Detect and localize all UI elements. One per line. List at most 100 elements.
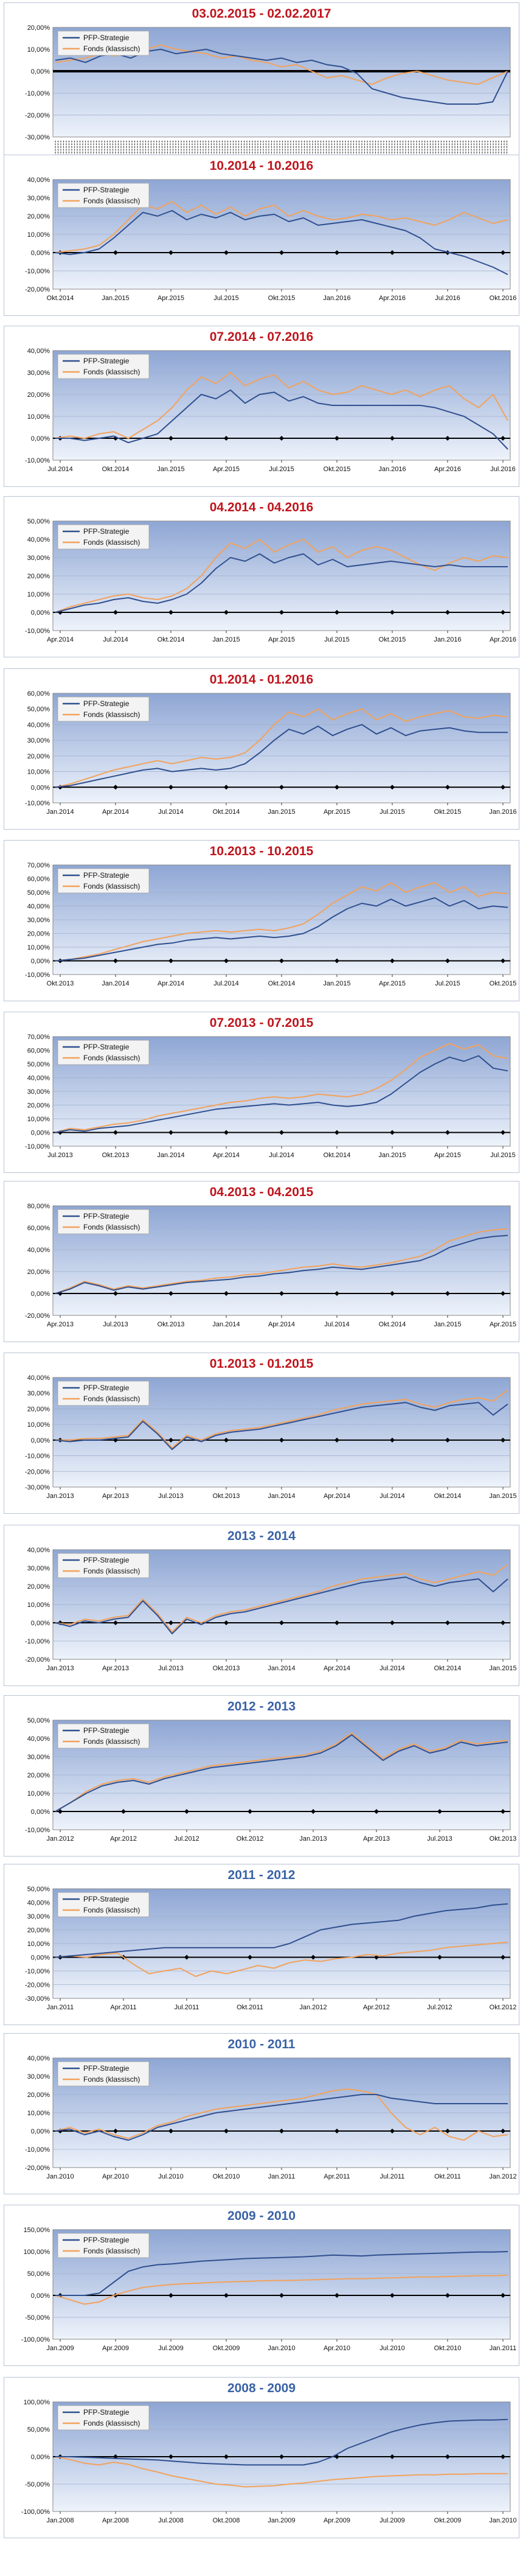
legend-label-strategy: PFP-Strategie <box>83 1384 130 1392</box>
x-tick-label: Apr.2013 <box>102 1493 129 1500</box>
series-line-fund <box>55 1043 508 1133</box>
x-tick-label: Jan.2015 <box>323 980 350 987</box>
zero-marker <box>390 958 395 964</box>
legend-label-fund: Fonds (klassisch) <box>83 538 140 547</box>
series-line-strategy <box>55 210 508 275</box>
x-tick-label: Okt.2009 <box>213 2345 240 2352</box>
y-tick-label: 60,00% <box>27 1048 50 1055</box>
chart-title: 2011 - 2012 <box>227 1868 296 1882</box>
x-tick-label: Jan.2016 <box>378 466 406 473</box>
y-tick-label: 0,00% <box>31 958 50 965</box>
x-tick-label: Jul.2016 <box>435 295 460 302</box>
y-tick-label: 20,00% <box>27 213 50 220</box>
zero-marker <box>168 436 173 441</box>
x-tick-label: Jul.2015 <box>379 808 405 816</box>
legend-label-strategy: PFP-Strategie <box>83 871 130 880</box>
y-tick-label: 100,00% <box>24 2399 50 2406</box>
x-tick-label: Jul.2014 <box>213 980 239 987</box>
chart-title: 10.2014 - 10.2016 <box>209 159 314 173</box>
legend-label-fund: Fonds (klassisch) <box>83 44 140 53</box>
zero-marker <box>248 1955 252 1960</box>
zero-marker <box>445 2454 450 2459</box>
zero-marker <box>437 1955 442 1960</box>
x-tick-label: Apr.2015 <box>268 636 295 643</box>
zero-marker <box>500 2293 505 2298</box>
y-tick-label: 40,00% <box>27 1374 50 1382</box>
legend: PFP-Strategie Fonds (klassisch) <box>57 1723 150 1749</box>
y-tick-label: -20,00% <box>25 112 50 119</box>
y-tick-label: 10,00% <box>27 1116 50 1123</box>
y-tick-label: 10,00% <box>27 231 50 239</box>
zero-marker <box>500 1437 505 1443</box>
y-tick-label: 0,00% <box>31 1437 50 1444</box>
zero-marker <box>184 1809 189 1814</box>
zero-marker <box>279 2454 284 2459</box>
x-tick-label: Jan.2011 <box>490 2345 516 2352</box>
x-tick-label: Apr.2014 <box>268 1321 295 1328</box>
chart-svg: 80,00%60,00%40,00%20,00%0,00%-20,00%Apr.… <box>25 1203 516 1328</box>
y-tick-label: 40,00% <box>27 1247 50 1254</box>
legend-box <box>57 2233 150 2258</box>
x-tick-label: Jul.2015 <box>490 1152 516 1159</box>
chart-title: 01.2014 - 01.2016 <box>209 673 314 687</box>
zero-marker <box>224 958 229 964</box>
x-tick-label: Jul.2013 <box>158 1493 184 1500</box>
x-tick-label: Jan.2015 <box>157 466 184 473</box>
y-tick-label: 0,00% <box>31 609 50 617</box>
y-tick-label: -10,00% <box>25 2146 50 2154</box>
y-tick-label: 20,00% <box>27 573 50 580</box>
zero-marker <box>500 1955 505 1960</box>
series-line-fund <box>55 882 508 962</box>
x-tick-label: Jul.2013 <box>427 1835 452 1843</box>
zero-marker <box>334 2293 339 2298</box>
x-tick-label: Okt.2014 <box>324 1152 351 1159</box>
chart-panel: 01.2014 - 01.2016 60,00% 50,00% 40,00% 30,00… <box>4 668 519 830</box>
zero-marker <box>390 2454 395 2459</box>
zero-marker <box>334 1130 339 1135</box>
y-tick-label: 10,00% <box>27 769 50 776</box>
x-tick-label: Okt.2014 <box>158 636 185 643</box>
y-tick-label: 50,00% <box>27 1886 50 1893</box>
y-tick-label: 30,00% <box>27 917 50 924</box>
chart-panel: 07.2014 - 07.2016 40,00% 30,00% 20,00% 10,00… <box>4 326 519 487</box>
x-tick-label: Jul.2009 <box>379 2517 405 2524</box>
x-tick-label: Okt.2015 <box>324 466 351 473</box>
y-tick-label: 30,00% <box>27 1088 50 1096</box>
legend: PFP-Strategie Fonds (klassisch) <box>57 354 150 379</box>
x-tick-label: Jan.2013 <box>299 1835 327 1843</box>
legend: PFP-Strategie Fonds (klassisch) <box>57 1381 150 1406</box>
x-tick-label: Jan.2012 <box>489 2173 516 2180</box>
x-tick-label: Jan.2012 <box>299 2004 327 2011</box>
chart-panel: 03.02.2015 - 02.02.2017 20,00% 10,00% 0,00%… <box>4 2 519 164</box>
x-tick-label: Apr.2015 <box>324 808 350 816</box>
zero-marker <box>500 436 505 441</box>
legend-label-fund: Fonds (klassisch) <box>83 1054 140 1062</box>
zero-marker <box>390 1437 395 1443</box>
legend-label-strategy: PFP-Strategie <box>83 2408 130 2417</box>
zero-marker <box>58 1809 63 1814</box>
zero-marker <box>224 1130 229 1135</box>
series-line-fund <box>55 201 508 253</box>
chart-title: 2009 - 2010 <box>227 2209 296 2223</box>
zero-marker <box>390 436 395 441</box>
y-tick-label: 0,00% <box>31 1290 50 1298</box>
x-tick-label: Jan.2010 <box>46 2173 74 2180</box>
chart-panel: 2011 - 2012 50,00% 40,00% 30,00% 20,00% 10,00… <box>4 1864 519 2025</box>
zero-marker <box>113 1620 118 1625</box>
y-tick-label: -30,00% <box>25 134 50 141</box>
y-tick-label: 70,00% <box>27 862 50 869</box>
x-tick-label: Apr.2014 <box>324 1493 350 1500</box>
zero-marker <box>168 1291 173 1296</box>
y-tick-label: 20,00% <box>27 2091 50 2099</box>
y-tick-label: -10,00% <box>25 1453 50 1460</box>
x-tick-label: Jul.2008 <box>158 2517 184 2524</box>
legend: PFP-Strategie Fonds (klassisch) <box>57 2233 150 2258</box>
x-tick-label: Apr.2013 <box>47 1321 74 1328</box>
series-line-fund <box>55 539 508 613</box>
x-tick-label: Jul.2012 <box>427 2004 452 2011</box>
x-tick-label: Okt.2013 <box>213 1493 240 1500</box>
y-tick-label: -20,00% <box>25 1468 50 1475</box>
zero-marker <box>224 610 229 615</box>
y-tick-label: 0,00% <box>31 250 50 257</box>
chart-panel: 2013 - 2014 40,00% 30,00% 20,00% 10,00% 0,00%… <box>4 1525 519 1686</box>
